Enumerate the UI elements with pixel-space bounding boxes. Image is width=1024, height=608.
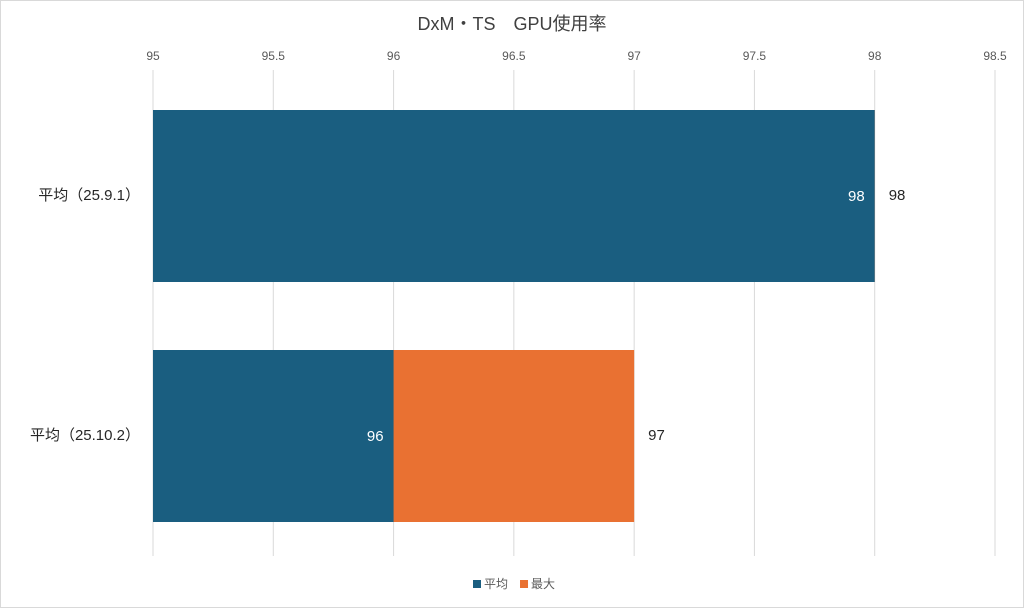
x-tick-label: 98.5 bbox=[983, 49, 1007, 63]
x-tick-label: 95.5 bbox=[262, 49, 286, 63]
legend-swatch bbox=[473, 580, 481, 588]
y-tick-label: 平均（25.9.1） bbox=[38, 187, 140, 204]
x-tick-label: 97.5 bbox=[743, 49, 767, 63]
legend-swatch bbox=[520, 580, 529, 588]
value-label: 98 bbox=[889, 187, 906, 204]
chart-title: DxM・TS GPU使用率 bbox=[418, 14, 607, 34]
legend-label: 平均 bbox=[484, 577, 508, 591]
bar bbox=[153, 110, 875, 282]
x-tick-label: 98 bbox=[868, 49, 882, 63]
legend-label: 最大 bbox=[531, 577, 555, 591]
y-tick-label: 平均（25.10.2） bbox=[30, 427, 140, 444]
x-tick-label: 97 bbox=[627, 49, 641, 63]
bar bbox=[153, 350, 394, 522]
x-tick-label: 95 bbox=[146, 49, 160, 63]
x-tick-label: 96 bbox=[387, 49, 401, 63]
value-label: 97 bbox=[648, 427, 665, 444]
x-tick-label: 96.5 bbox=[502, 49, 526, 63]
value-label: 96 bbox=[367, 428, 384, 445]
value-label: 98 bbox=[848, 188, 865, 205]
